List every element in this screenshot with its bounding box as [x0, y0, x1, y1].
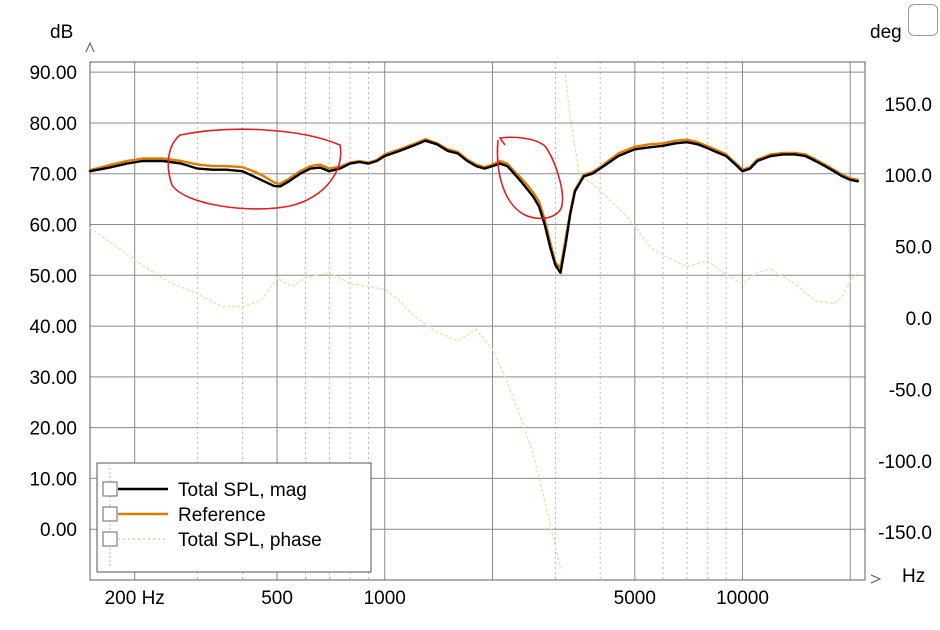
legend-label-total-spl-phase: Total SPL, phase — [178, 530, 322, 551]
y-tick-label: 0.00 — [40, 520, 77, 541]
annotation-circle-left — [167, 128, 342, 210]
y-tick-label: 90.00 — [29, 63, 77, 84]
y2-tick-label: 100.0 — [884, 166, 932, 187]
legend-box — [96, 462, 372, 573]
x-axis-tick-labels: 200 Hz 500 1000 5000 10000 — [105, 588, 769, 609]
legend-checkbox-reference[interactable] — [102, 506, 118, 522]
y2-axis-tick-labels: 150.0 100.0 50.0 0.0 -50.0 -100.0 -150.0 — [878, 95, 932, 544]
x-tick-label: 1000 — [364, 588, 406, 609]
x-tick-label: 5000 — [614, 588, 656, 609]
legend-item-reference[interactable]: Reference — [102, 505, 266, 526]
x-tick-label: 200 Hz — [105, 588, 165, 609]
plot-frame — [89, 61, 866, 581]
y-tick-label: 20.00 — [29, 419, 77, 440]
x-axis-arrow-icon — [870, 574, 882, 584]
y2-tick-label: -100.0 — [878, 452, 932, 473]
legend-item-total-spl-phase[interactable]: Total SPL, phase — [102, 530, 322, 551]
y-tick-label: 70.00 — [29, 165, 77, 186]
y-tick-label: 80.00 — [29, 114, 77, 135]
y2-tick-label: -150.0 — [878, 523, 932, 544]
y-axis-arrow-icon — [85, 41, 95, 53]
y-tick-label: 10.00 — [29, 469, 77, 490]
x-tick-label: 10000 — [716, 588, 769, 609]
legend-item-total-spl-mag[interactable]: Total SPL, mag — [102, 480, 307, 501]
y-tick-label: 50.00 — [29, 266, 77, 287]
x-axis-unit: Hz — [902, 566, 925, 587]
y2-tick-label: 0.0 — [906, 309, 932, 330]
legend-label-total-spl-mag: Total SPL, mag — [178, 480, 307, 501]
y2-tick-label: 50.0 — [895, 238, 932, 259]
window-corner-button[interactable] — [908, 4, 938, 36]
y-axis-unit: dB — [50, 22, 73, 43]
annotation-circle-right — [496, 136, 564, 220]
y2-axis-unit: deg — [870, 22, 902, 43]
legend-label-reference: Reference — [178, 505, 266, 526]
series-line-total-spl-phase — [89, 74, 859, 569]
y-tick-label: 30.00 — [29, 368, 77, 389]
y-tick-label: 60.00 — [29, 216, 77, 237]
legend-checkbox-total-spl-mag[interactable] — [102, 481, 118, 497]
x-tick-label: 500 — [261, 588, 293, 609]
y-axis-tick-labels: 90.00 80.00 70.00 60.00 50.00 40.00 30.00 20.00… — [29, 63, 77, 541]
series-line-total-spl-mag — [88, 139, 859, 274]
y-tick-label: 40.00 — [29, 317, 77, 338]
y2-tick-label: 150.0 — [884, 95, 932, 116]
legend-checkbox-total-spl-phase[interactable] — [102, 531, 118, 547]
series-layer — [88, 74, 859, 569]
legend: Total SPL, mag Reference Total SPL, phas… — [96, 462, 372, 573]
y2-tick-label: -50.0 — [889, 380, 932, 401]
